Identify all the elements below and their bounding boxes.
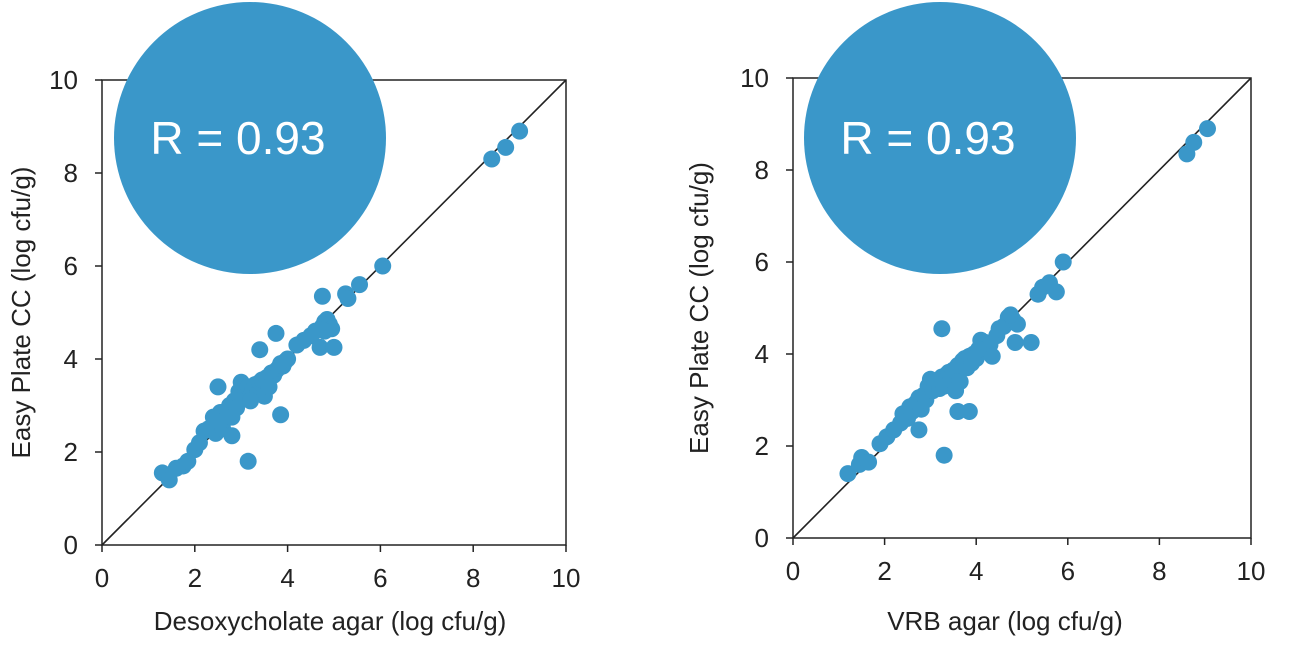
data-point xyxy=(839,465,857,483)
data-point xyxy=(483,150,501,168)
y-axis-title: Easy Plate CC (log cfu/g) xyxy=(684,162,714,454)
x-tick-label: 10 xyxy=(552,563,581,593)
chart-2: 0 2 4 6 8 10 0 2 4 6 8 10 R = 0.93 VRB agar (log cfu/… xyxy=(684,2,1265,636)
data-point xyxy=(351,276,369,294)
y-tick-label: 8 xyxy=(64,158,78,188)
data-point xyxy=(239,452,257,470)
y-tick-label: 0 xyxy=(64,530,78,560)
data-point xyxy=(1002,306,1020,324)
data-point xyxy=(374,257,392,275)
data-point xyxy=(969,340,987,358)
x-tick-label: 10 xyxy=(1237,556,1266,586)
data-point xyxy=(267,324,285,342)
x-axis-title: VRB agar (log cfu/g) xyxy=(887,606,1123,636)
data-point xyxy=(933,320,951,338)
y-tick-label: 4 xyxy=(64,344,78,374)
r-value-label: R = 0.93 xyxy=(150,112,325,164)
data-point xyxy=(313,287,331,305)
x-tick-label: 6 xyxy=(1061,556,1075,586)
y-tick-label: 2 xyxy=(755,431,769,461)
y-tick-label: 2 xyxy=(64,437,78,467)
y-tick-label: 6 xyxy=(64,251,78,281)
x-tick-label: 4 xyxy=(969,556,983,586)
data-point xyxy=(1006,334,1024,351)
y-tick-label: 8 xyxy=(755,155,769,185)
data-point xyxy=(511,122,529,140)
data-point xyxy=(951,373,969,391)
data-point xyxy=(272,406,290,424)
x-tick-label: 8 xyxy=(466,563,480,593)
r-badge xyxy=(804,2,1076,274)
data-point xyxy=(325,338,343,356)
data-point xyxy=(1022,334,1040,351)
data-point xyxy=(251,341,269,359)
x-tick-label: 6 xyxy=(373,563,387,593)
data-point xyxy=(860,453,878,471)
data-point xyxy=(311,338,329,356)
data-point xyxy=(241,392,259,410)
chart-1: 0 2 4 6 8 10 0 2 4 6 8 10 R = 0.93 Desoxycholate agar… xyxy=(6,2,580,636)
x-axis-title: Desoxycholate agar (log cfu/g) xyxy=(154,606,507,636)
y-tick-label: 6 xyxy=(755,247,769,277)
data-point xyxy=(1198,120,1216,138)
data-point xyxy=(316,322,334,340)
data-point xyxy=(960,403,978,420)
y-axis-title: Easy Plate CC (log cfu/g) xyxy=(6,167,36,459)
r-value-label: R = 0.93 xyxy=(840,112,1015,164)
y-tick-label: 4 xyxy=(755,339,769,369)
data-point xyxy=(935,446,953,464)
y-tick-label: 10 xyxy=(740,63,769,93)
data-point xyxy=(209,378,227,396)
y-tick-label: 10 xyxy=(49,65,78,95)
data-point xyxy=(279,350,297,368)
x-tick-label: 8 xyxy=(1152,556,1166,586)
data-point xyxy=(1054,253,1072,271)
data-point xyxy=(223,427,241,445)
r-badge xyxy=(114,2,386,274)
data-point xyxy=(497,138,515,156)
data-point xyxy=(1185,133,1203,151)
x-tick-label: 0 xyxy=(786,556,800,586)
x-tick-label: 4 xyxy=(280,563,294,593)
data-point xyxy=(1047,283,1065,301)
y-tick-label: 0 xyxy=(755,523,769,553)
data-point xyxy=(983,347,1001,365)
x-tick-label: 2 xyxy=(877,556,891,586)
x-tick-label: 0 xyxy=(95,563,109,593)
data-point xyxy=(339,290,357,308)
x-tick-label: 2 xyxy=(188,563,202,593)
data-point xyxy=(910,421,928,439)
